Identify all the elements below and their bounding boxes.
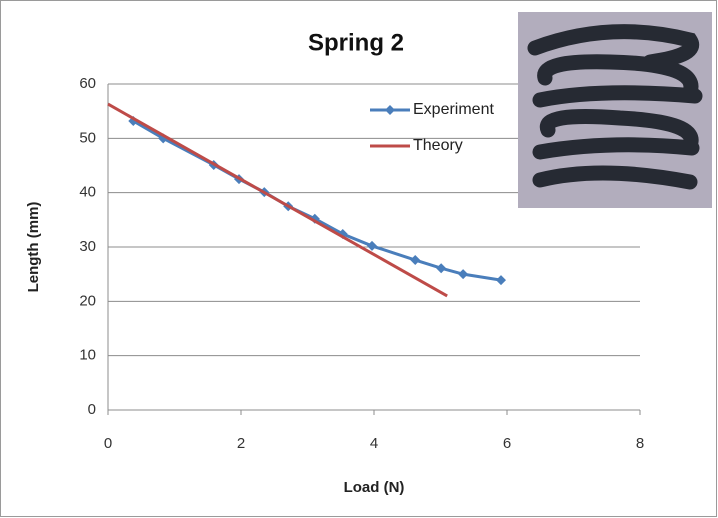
y-tick-label: 60 (79, 75, 96, 92)
y-axis-label: Length (mm) (25, 202, 42, 293)
y-tick-label: 50 (79, 129, 96, 146)
y-tick-label: 40 (79, 184, 96, 201)
x-tick-label: 2 (237, 435, 245, 452)
chart: Spring 2 Load (N) Length (mm) 0102030405… (0, 0, 718, 518)
y-tick-label: 20 (79, 292, 96, 309)
legend-label: Experiment (413, 101, 494, 118)
y-tick-label: 30 (79, 238, 96, 255)
y-tick-label: 10 (79, 347, 96, 364)
x-tick-label: 6 (503, 435, 511, 452)
y-tick-label: 0 (88, 401, 96, 418)
x-tick-label: 4 (370, 435, 378, 452)
spring-photo (518, 12, 712, 208)
chart-title: Spring 2 (308, 29, 404, 56)
x-tick-label: 8 (636, 435, 644, 452)
x-axis-label: Load (N) (344, 479, 405, 496)
legend-label: Theory (413, 137, 463, 154)
x-tick-label: 0 (104, 435, 112, 452)
